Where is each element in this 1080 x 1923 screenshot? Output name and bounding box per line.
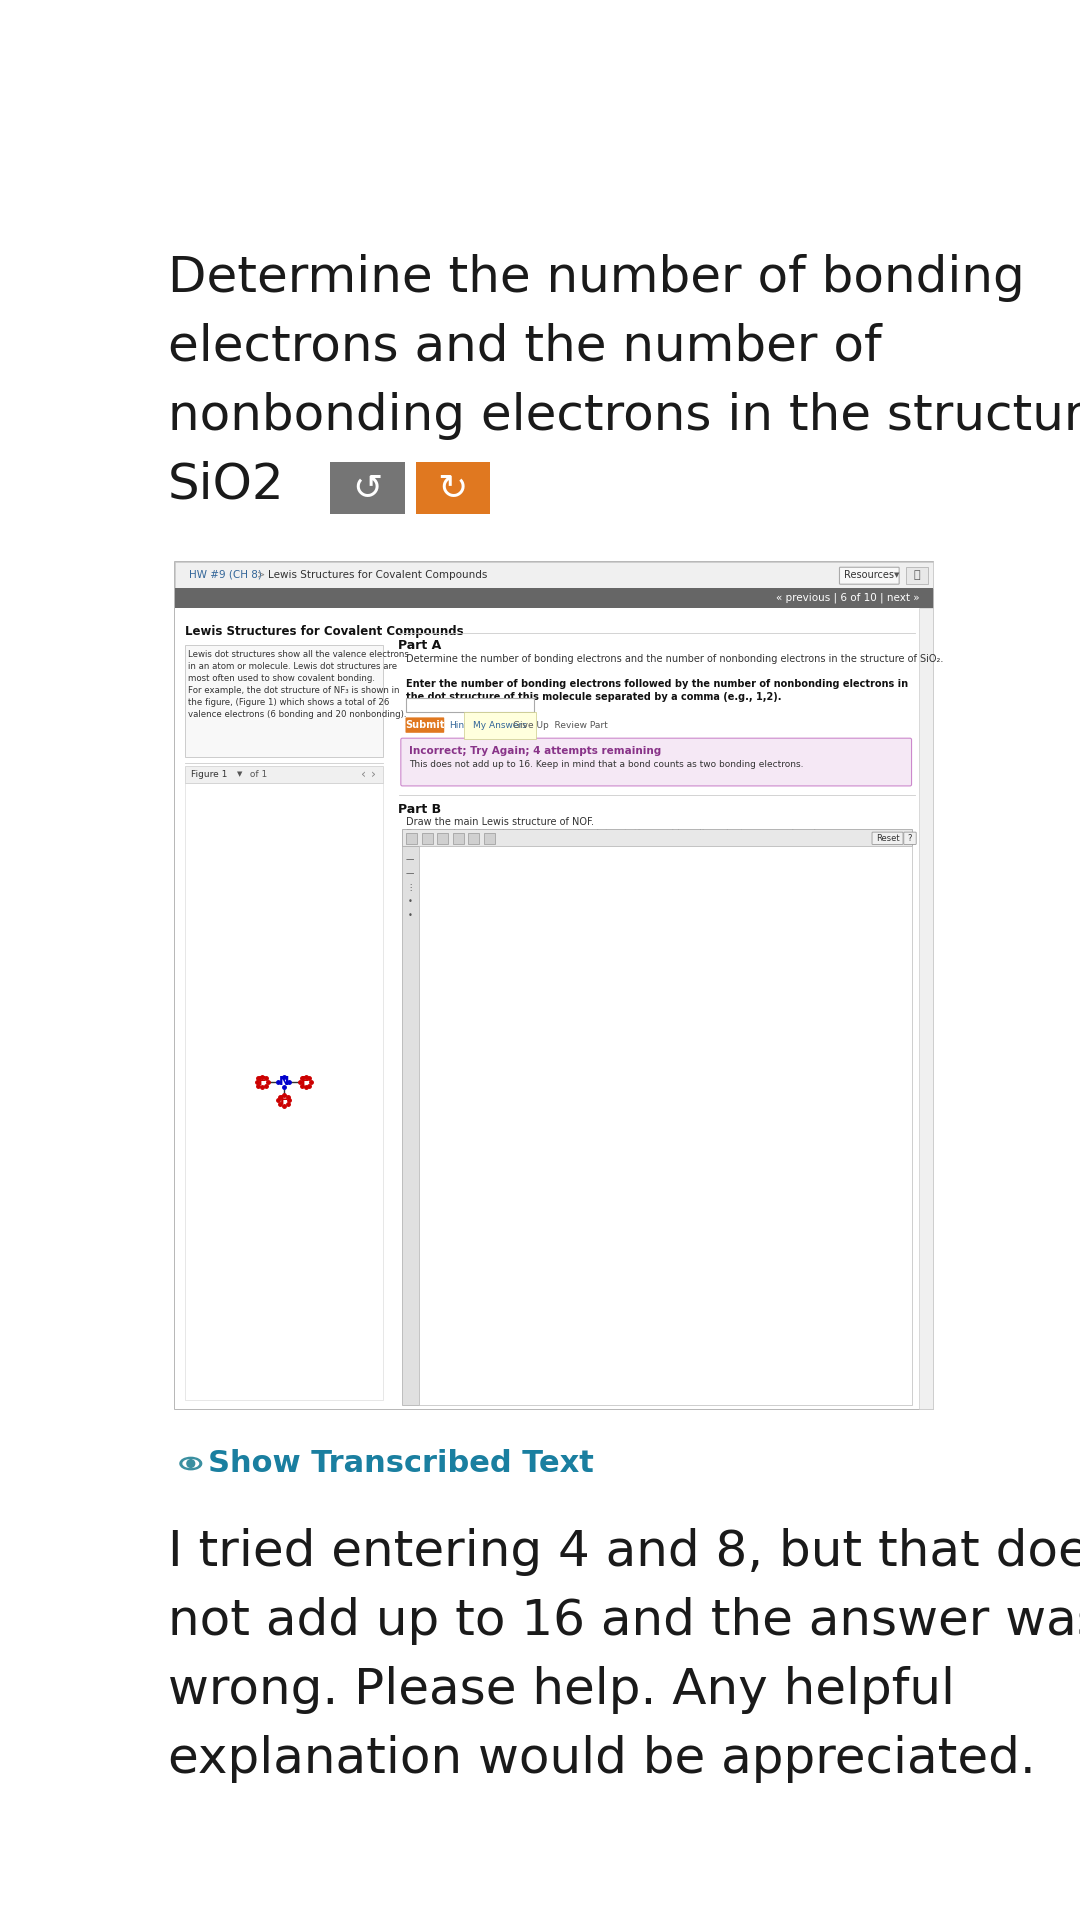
- Circle shape: [187, 1460, 194, 1467]
- Bar: [185, 783, 383, 1400]
- Bar: [419, 846, 913, 1406]
- Text: >: >: [257, 569, 265, 581]
- Bar: [422, 833, 433, 844]
- Text: F: F: [258, 1075, 267, 1088]
- Text: •: •: [407, 912, 413, 919]
- Text: Draw nonbonding electrons using the dot notation and bonding electrons as a bond: Draw nonbonding electrons using the dot …: [406, 829, 820, 838]
- FancyBboxPatch shape: [416, 462, 490, 513]
- Text: Lewis dot structures show all the valence electrons
in an atom or molecule. Lewi: Lewis dot structures show all the valenc…: [189, 650, 409, 719]
- Text: My Answers: My Answers: [473, 721, 527, 729]
- Bar: [185, 644, 383, 756]
- Bar: [175, 608, 933, 1410]
- Bar: [406, 698, 535, 712]
- Ellipse shape: [183, 1460, 199, 1467]
- Text: Lewis Structures for Covalent Compounds: Lewis Structures for Covalent Compounds: [185, 625, 463, 638]
- Text: Draw the main Lewis structure of NOF.: Draw the main Lewis structure of NOF.: [406, 817, 594, 827]
- Text: ▼: ▼: [238, 771, 243, 777]
- Bar: [402, 829, 913, 846]
- Text: Resources: Resources: [843, 569, 894, 581]
- Text: —: —: [406, 869, 415, 879]
- Bar: [906, 567, 928, 585]
- Text: Part B: Part B: [399, 804, 442, 815]
- Bar: [185, 765, 383, 783]
- Text: N: N: [279, 1075, 289, 1088]
- Bar: [484, 833, 495, 844]
- Text: HW #9 (CH 8): HW #9 (CH 8): [189, 569, 262, 581]
- Text: Lewis Structures for Covalent Compounds: Lewis Structures for Covalent Compounds: [268, 569, 488, 581]
- Text: Enter the number of bonding electrons followed by the number of nonbonding elect: Enter the number of bonding electrons fo…: [406, 679, 908, 702]
- Text: Incorrect; Try Again; 4 attempts remaining: Incorrect; Try Again; 4 attempts remaini…: [409, 746, 662, 756]
- Text: Hints: Hints: [449, 721, 472, 729]
- Bar: [406, 833, 417, 844]
- FancyBboxPatch shape: [839, 567, 900, 585]
- FancyBboxPatch shape: [330, 462, 405, 513]
- Text: Submit: Submit: [405, 719, 445, 731]
- FancyBboxPatch shape: [405, 717, 444, 733]
- Ellipse shape: [180, 1458, 202, 1469]
- Text: Reset: Reset: [876, 835, 900, 842]
- Text: I tried entering 4 and 8, but that does
not add up to 16 and the answer was
wron: I tried entering 4 and 8, but that does …: [167, 1529, 1080, 1783]
- Text: —: —: [406, 856, 415, 863]
- Text: ↺: ↺: [352, 471, 382, 506]
- Bar: [919, 608, 933, 1410]
- Text: of 1: of 1: [246, 769, 267, 779]
- Text: Show Transcribed Text: Show Transcribed Text: [207, 1450, 594, 1479]
- Text: F: F: [280, 1094, 288, 1108]
- Text: ?: ?: [908, 835, 913, 842]
- Text: ›: ›: [370, 767, 376, 781]
- Bar: [469, 833, 480, 844]
- Text: Determine the number of bonding electrons and the number of nonbonding electrons: Determine the number of bonding electron…: [406, 654, 944, 663]
- Bar: [402, 846, 419, 1406]
- Bar: [453, 833, 463, 844]
- Text: ↻: ↻: [437, 471, 468, 506]
- Bar: [437, 833, 448, 844]
- Text: •: •: [407, 896, 413, 906]
- Text: |: |: [469, 721, 471, 729]
- Text: Determine the number of bonding
electrons and the number of
nonbonding electrons: Determine the number of bonding electron…: [167, 254, 1080, 508]
- Text: Give Up  Review Part: Give Up Review Part: [513, 721, 608, 729]
- FancyBboxPatch shape: [872, 833, 903, 844]
- Text: This does not add up to 16. Keep in mind that a bond counts as two bonding elect: This does not add up to 16. Keep in mind…: [409, 760, 804, 769]
- FancyBboxPatch shape: [401, 738, 912, 787]
- Text: ‹: ‹: [362, 767, 366, 781]
- Text: Part A: Part A: [399, 638, 442, 652]
- Text: 🖨: 🖨: [914, 569, 920, 581]
- Text: ⋮: ⋮: [406, 883, 415, 892]
- Bar: [175, 562, 933, 588]
- FancyBboxPatch shape: [904, 833, 916, 844]
- Bar: [175, 562, 933, 1410]
- Text: F: F: [301, 1075, 310, 1088]
- Text: « previous | 6 of 10 | next »: « previous | 6 of 10 | next »: [775, 592, 919, 604]
- Text: Figure 1: Figure 1: [191, 769, 227, 779]
- Bar: [175, 588, 933, 608]
- Text: ▼: ▼: [894, 571, 899, 579]
